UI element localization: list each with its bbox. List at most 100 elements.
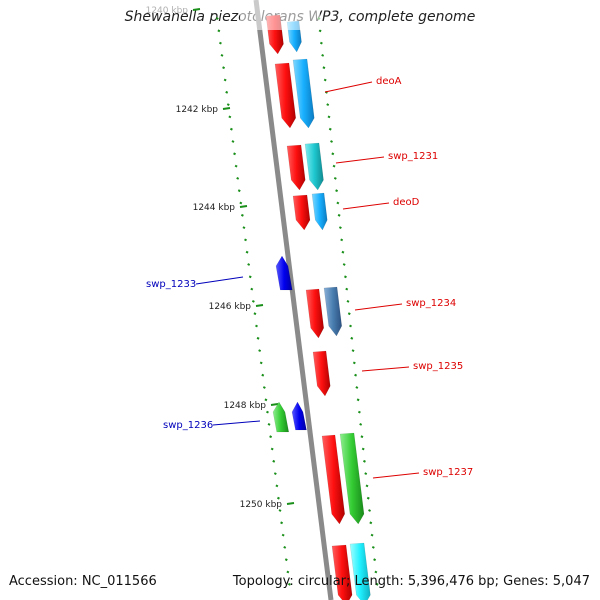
outer-tick: [323, 78, 327, 82]
label-leader-line: [335, 156, 385, 164]
outer-tick: [346, 300, 350, 303]
outer-tick: [349, 324, 352, 328]
label-leader-line: [324, 81, 373, 93]
label-leader-line: [361, 366, 410, 372]
ruler-tick: [255, 324, 258, 328]
outer-tick: [374, 570, 378, 574]
outer-tick: [347, 312, 351, 316]
ruler-tick: [233, 152, 236, 156]
ruler-label: 1244 kbp: [193, 203, 236, 213]
ruler-tick: [226, 103, 230, 106]
ruler-tick: [275, 484, 279, 488]
ruler-tick: [237, 189, 241, 193]
ruler-tick: [278, 509, 282, 512]
gene-label: swp_1234: [406, 298, 456, 309]
ruler-tick: [283, 546, 287, 549]
outer-tick: [366, 496, 370, 500]
ruler-tick: [229, 127, 233, 131]
outer-tick: [340, 238, 344, 242]
outer-tick: [319, 41, 323, 45]
outer-tick: [350, 336, 354, 340]
gene-arrow: [292, 58, 315, 129]
ruler-tick: [284, 558, 288, 562]
gene-arrow: [331, 544, 353, 600]
label-leader-line: [195, 276, 244, 285]
ruler-tick: [248, 275, 252, 279]
gene-arrow: [349, 542, 371, 600]
ruler-tick: [242, 226, 246, 229]
outer-tick: [344, 275, 347, 279]
ruler-tick: [258, 349, 262, 352]
outer-tick: [363, 459, 366, 463]
ruler-tick: [215, 17, 219, 20]
outer-tick: [331, 152, 335, 156]
ruler-ticks: [192, 8, 379, 586]
ruler-tick: [218, 41, 222, 45]
outer-tick: [338, 226, 342, 229]
outer-tick: [357, 410, 361, 414]
outer-tick: [352, 361, 356, 365]
outer-tick: [365, 484, 369, 488]
ruler-tick: [231, 140, 235, 143]
ruler-tick: [251, 300, 255, 303]
ruler-tick: [247, 263, 251, 266]
gene-arrow: [311, 192, 328, 231]
outer-tick: [371, 546, 375, 549]
ruler-major-tick: [192, 8, 201, 11]
ruler-tick: [244, 238, 247, 242]
outer-tick: [370, 533, 374, 537]
ruler-tick: [220, 54, 224, 57]
gene-arrow: [275, 255, 293, 291]
gene-arrow: [274, 62, 297, 129]
ruler-tick: [239, 201, 243, 205]
ruler-tick: [228, 115, 232, 119]
ruler-tick: [250, 287, 254, 291]
ruler-tick: [262, 386, 266, 389]
ruler-tick: [273, 472, 277, 475]
ruler-tick: [240, 213, 244, 217]
label-leader-line: [212, 420, 261, 426]
outer-tick: [369, 521, 373, 525]
outer-tick: [327, 115, 331, 119]
ruler-labels: 1240 kbp 1242 kbp 1244 kbp 1246 kbp 1248 kbp…: [146, 6, 283, 510]
outer-tick: [336, 201, 340, 205]
ruler-tick: [281, 533, 285, 537]
gene-arrow: [339, 432, 365, 525]
outer-tick: [360, 435, 364, 439]
outer-tick: [321, 54, 325, 57]
outer-tick: [326, 103, 330, 106]
label-leader-line: [342, 202, 390, 210]
ruler-major-tick: [222, 107, 231, 110]
gene-arrow: [323, 286, 343, 337]
gene-label: swp_1236: [163, 420, 213, 431]
ruler-tick: [269, 435, 273, 439]
gene-arrow: [291, 401, 307, 431]
ruler-tick: [266, 410, 269, 414]
genome-backbone: [253, 0, 334, 600]
ruler-label: 1242 kbp: [176, 105, 219, 115]
outer-tick: [330, 140, 333, 143]
outer-tick: [373, 558, 377, 562]
gene-label: swp_1237: [423, 467, 473, 478]
ruler-tick: [261, 373, 265, 377]
ruler-major-tick: [239, 205, 248, 208]
outer-tick: [361, 447, 365, 451]
ruler-tick: [222, 66, 226, 70]
gene-track: [240, 0, 371, 600]
ruler-tick: [236, 177, 240, 180]
outer-tick: [342, 263, 346, 266]
ruler-tick: [264, 398, 268, 402]
gene-label: swp_1233: [146, 279, 196, 290]
outer-tick: [356, 398, 360, 402]
gene-label: swp_1235: [413, 361, 463, 372]
gene-labels: deoA swp_1231 deoD swp_1233 swp_1234 swp_1235…: [146, 76, 473, 479]
ruler-tick: [253, 312, 257, 316]
outer-tick: [332, 164, 336, 168]
fade-overlay: [240, 0, 320, 30]
outer-tick: [345, 287, 349, 291]
ruler-tick: [272, 459, 276, 463]
outer-tick: [355, 386, 359, 389]
ruler-tick: [270, 447, 274, 451]
ruler-label: 1246 kbp: [209, 302, 252, 312]
